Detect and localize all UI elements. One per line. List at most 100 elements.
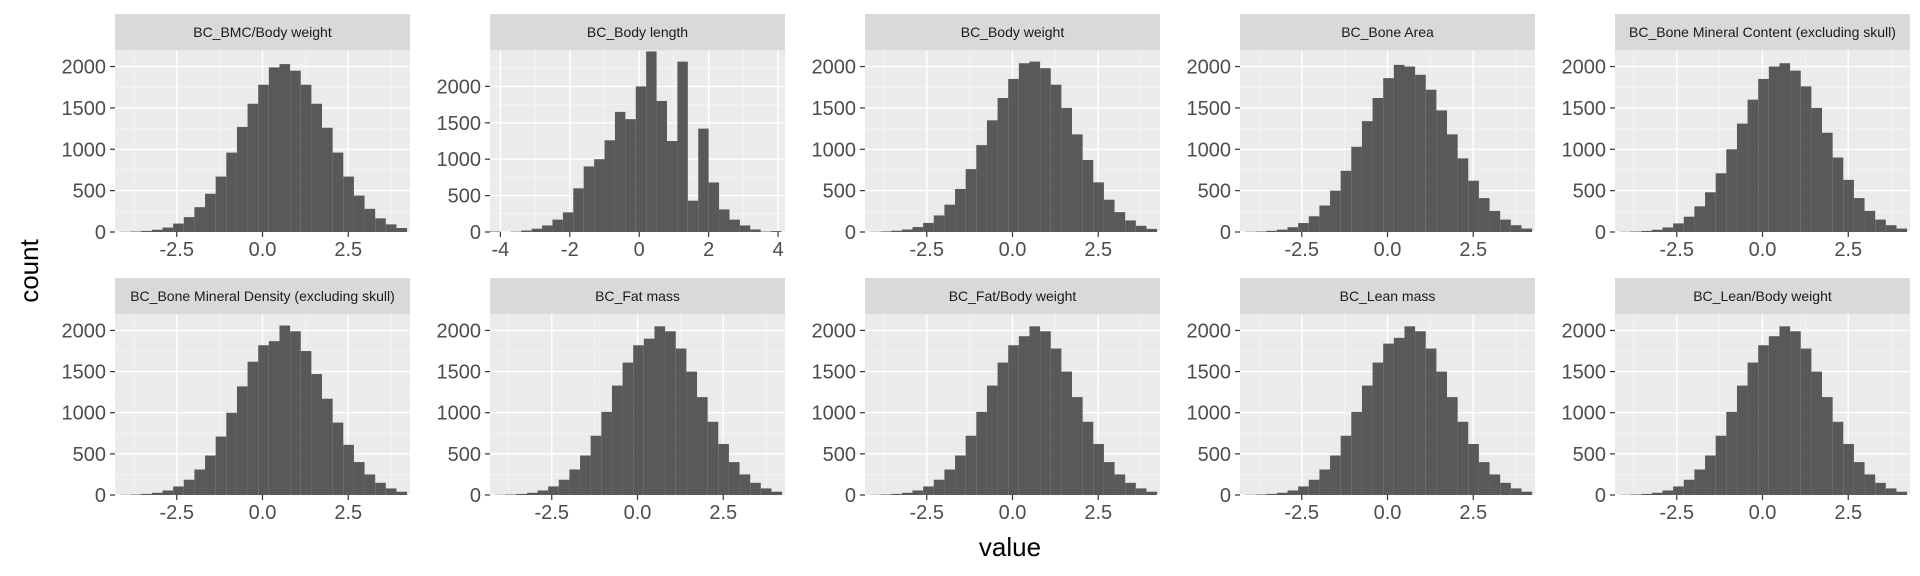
histogram-bar [1298, 223, 1309, 232]
facet-title: BC_Body length [587, 24, 688, 40]
histogram-bar [1758, 345, 1769, 495]
histogram-bar [396, 491, 408, 495]
histogram-bar [771, 491, 783, 495]
histogram-bar [279, 325, 291, 495]
histogram-bar [1308, 479, 1320, 495]
y-tick-label: 1000 [1187, 139, 1232, 161]
histogram-bar [236, 386, 248, 495]
histogram-bar [1008, 78, 1019, 232]
x-tick-label: 0.0 [1374, 502, 1402, 524]
histogram-bar [912, 490, 924, 495]
histogram-bar [1125, 482, 1136, 495]
y-tick-label: 500 [73, 181, 106, 203]
histogram-bar [1747, 362, 1759, 495]
histogram-bar [1330, 190, 1341, 232]
histogram-bar [1822, 132, 1833, 232]
x-tick-label: 0.0 [999, 502, 1027, 524]
y-tick-label: 500 [448, 186, 481, 208]
x-tick-label: 2.5 [334, 239, 362, 261]
histogram-bar [1521, 228, 1533, 232]
histogram-bar [1276, 229, 1288, 232]
histogram-bar [667, 141, 678, 232]
histogram-bar [1478, 198, 1490, 232]
histogram-bar [1715, 173, 1727, 232]
x-tick-label: -2.5 [1660, 239, 1694, 261]
y-tick-label: 1000 [1562, 139, 1607, 161]
histogram-bar [1103, 462, 1115, 495]
histogram-bar [944, 204, 956, 232]
y-tick-label: 1000 [812, 403, 857, 425]
y-tick-label: 1500 [1562, 362, 1607, 384]
x-tick-label: 2.5 [1084, 239, 1112, 261]
histogram-bar [976, 411, 987, 495]
histogram-bar [1811, 371, 1823, 495]
histogram-bar [548, 486, 559, 495]
histogram-bar [635, 86, 647, 233]
histogram-bar [1779, 63, 1791, 233]
histogram-bar [707, 421, 719, 495]
histogram-bar [1896, 491, 1908, 495]
histogram-bar [601, 411, 612, 495]
histogram-bar [531, 228, 543, 232]
histogram-bar [1404, 326, 1416, 495]
histogram-bar [1694, 206, 1706, 232]
histogram-bar [604, 140, 615, 232]
y-tick-label: 0 [1220, 485, 1231, 507]
histogram-bar [1715, 435, 1727, 495]
histogram-bar [1330, 455, 1341, 495]
histogram-bar [1811, 107, 1823, 232]
histogram-bar [1875, 482, 1886, 495]
histogram-bar [353, 462, 365, 495]
histogram-bar [1146, 228, 1158, 232]
x-tick-label: -2.5 [1660, 502, 1694, 524]
histogram-bar [965, 169, 977, 232]
histogram-bar [622, 362, 634, 495]
histogram-bar [750, 482, 761, 495]
histogram-bar [1673, 486, 1684, 495]
x-tick-label: 0.0 [249, 502, 277, 524]
histogram-bar [719, 209, 730, 232]
histogram-bar [1319, 205, 1331, 232]
histogram-bar [739, 474, 751, 495]
histogram-bar [1415, 331, 1426, 495]
histogram-bar [1361, 121, 1373, 232]
facet-strip [1240, 14, 1535, 50]
y-tick-label: 0 [1595, 222, 1606, 244]
y-tick-label: 0 [1220, 222, 1231, 244]
histogram-bar [526, 492, 538, 495]
facet-strip [1615, 14, 1910, 50]
histogram-bar [625, 119, 636, 232]
histogram-bar [1843, 443, 1854, 495]
x-tick-label: -2.5 [1285, 239, 1319, 261]
x-tick-label: 2.5 [1834, 502, 1862, 524]
histogram-bar [687, 200, 699, 232]
histogram-bar [1393, 337, 1405, 495]
y-tick-label: 2000 [1187, 320, 1232, 342]
histogram-bar [1875, 219, 1886, 232]
histogram-bar [1351, 411, 1362, 495]
histogram-bar [1457, 158, 1469, 232]
histogram-bar [1404, 66, 1416, 232]
histogram-bar [1018, 63, 1030, 233]
y-tick-label: 500 [1573, 444, 1606, 466]
histogram-bar [1790, 331, 1801, 495]
histogram-bar [375, 218, 386, 232]
histogram-bar [236, 126, 248, 232]
histogram-bar [923, 222, 934, 232]
x-axis-title: value [979, 532, 1041, 562]
histogram-bar [698, 128, 709, 232]
histogram-bar [1853, 462, 1865, 495]
histogram-bar [569, 469, 581, 495]
histogram-bar [343, 176, 354, 232]
y-tick-label: 0 [95, 222, 106, 244]
histogram-bar [1510, 225, 1522, 232]
x-tick-label: -2 [561, 239, 579, 261]
facet-panel-1: BC_BMC/Body weight 0 500 1000 1500 2000 -2.5 0.… [62, 14, 410, 261]
histogram-bar [1361, 385, 1373, 495]
histogram-bar [322, 127, 333, 232]
x-tick-label: 0.0 [249, 239, 277, 261]
histogram-bar [1276, 492, 1288, 495]
histogram-bar [332, 422, 344, 495]
histogram-bar [1843, 179, 1854, 232]
